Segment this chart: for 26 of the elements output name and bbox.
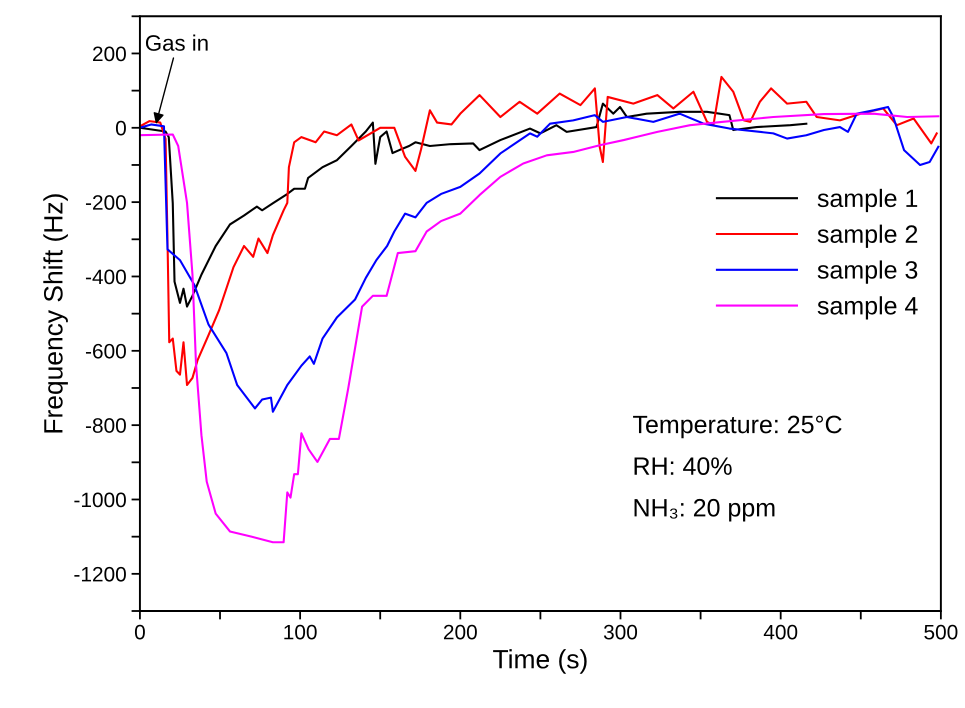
x-tick-label: 300 [604,624,638,640]
x-tick-label: 400 [764,624,798,640]
x-tick-label: 0 [134,624,145,640]
y-axis-title: Frequency Shift (Hz) [43,194,68,432]
x-tick-label: 500 [924,624,958,640]
legend-label: sample 2 [818,224,918,248]
line-series [140,106,940,413]
legend-label: sample 1 [818,188,918,212]
y-tick-label: -1200 [74,566,126,582]
y-tick-label: 0 [116,120,126,136]
y-tick-label: -600 [86,344,126,359]
x-axis-title: Time (s) [493,649,587,674]
annotation: RH: 40% [634,457,732,475]
y-tick-label: -1000 [74,492,126,508]
y-tick-label: -400 [86,269,126,284]
y-tick-label: 200 [93,46,126,62]
line-series [140,112,940,544]
x-tick-label: 200 [444,624,477,640]
legend-label: sample 4 [818,296,918,320]
y-tick-label: -800 [86,418,126,433]
x-tick-label: 100 [284,624,317,640]
annotation: Temperature: 25°C [633,416,842,438]
annotation: Gas in [146,34,208,51]
legend-label: sample 3 [818,260,918,284]
y-tick-label: -200 [86,195,126,210]
annotation: NH₃: 20 ppm [634,498,774,522]
